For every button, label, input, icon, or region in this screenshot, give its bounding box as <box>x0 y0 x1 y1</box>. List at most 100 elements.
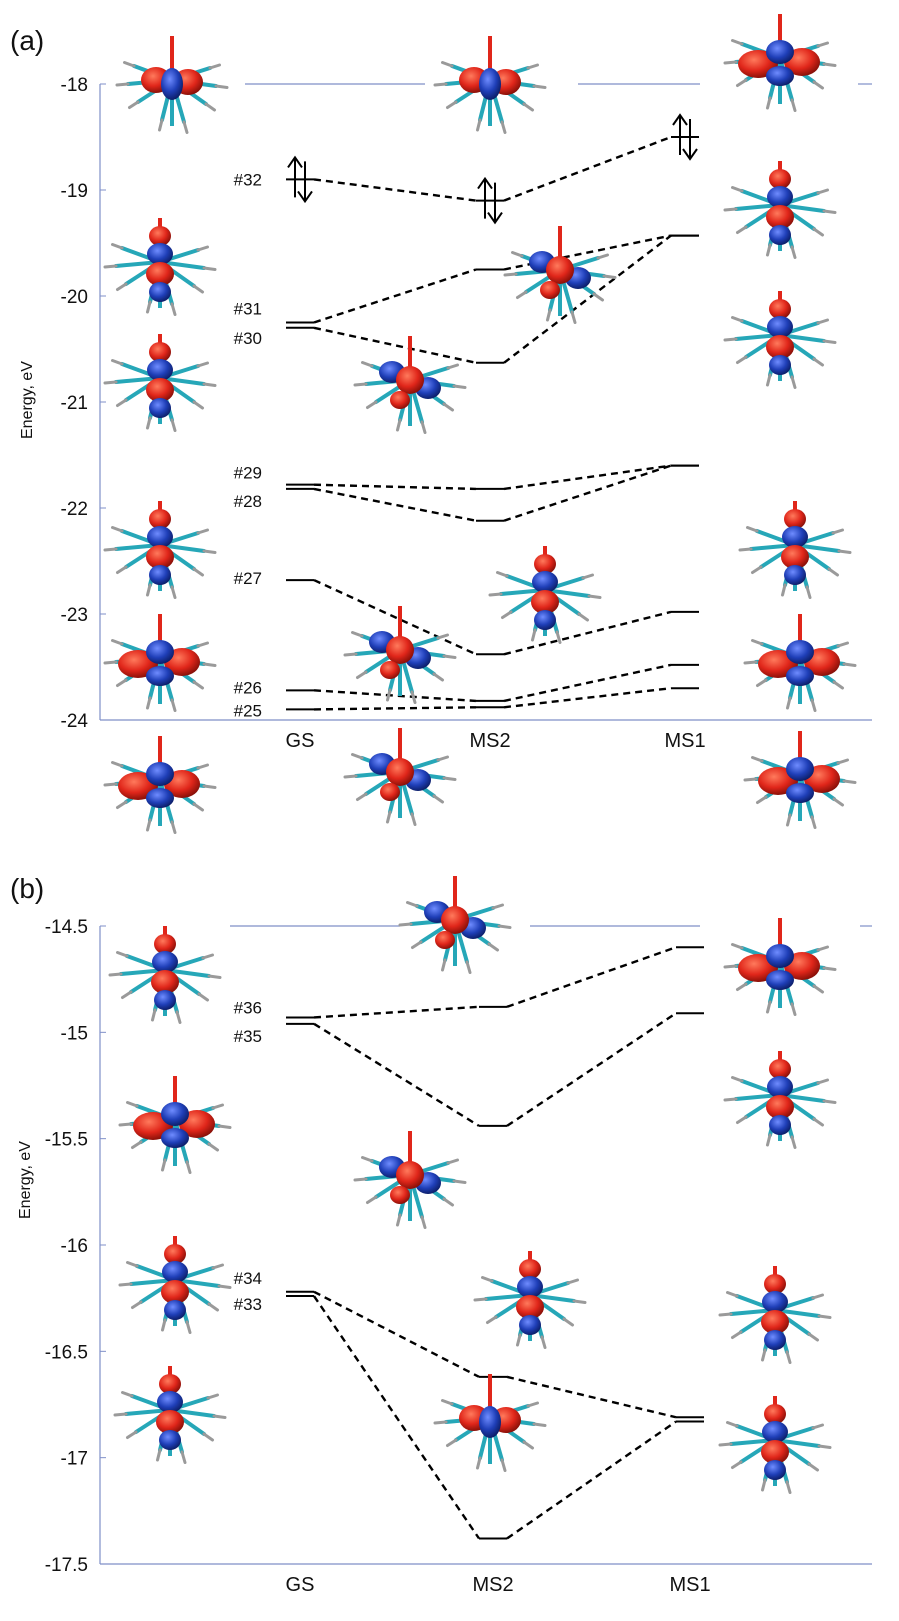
y-tick-label: -18 <box>61 75 88 96</box>
level-connector <box>503 610 672 656</box>
orbital-number-label: #25 <box>234 701 262 720</box>
level-connector <box>506 1012 677 1127</box>
level-connector <box>313 483 477 491</box>
molecular-orbital-isosurface-icon <box>343 728 457 826</box>
molecular-orbital-isosurface-icon <box>103 736 217 834</box>
x-category-label: MS1 <box>669 1574 710 1596</box>
level-connector <box>506 946 677 1008</box>
molecular-orbital-isosurface-icon <box>103 218 217 316</box>
y-tick-label: -16 <box>61 1236 88 1257</box>
level-connector <box>313 1290 480 1378</box>
orbital-number-label: #27 <box>234 569 262 588</box>
molecular-orbital-isosurface-icon <box>473 1251 587 1349</box>
molecular-orbital-isosurface-icon <box>398 876 512 974</box>
panel-a-letter: (a) <box>10 25 44 56</box>
spin-down-arrow-icon <box>487 182 503 225</box>
x-category-label: GS <box>286 1574 315 1596</box>
level-connector <box>506 1375 677 1419</box>
molecular-orbital-isosurface-icon <box>718 1396 832 1494</box>
x-category-label: MS1 <box>664 730 705 752</box>
level-connector <box>313 178 477 202</box>
level-connector <box>313 706 477 711</box>
molecular-orbital-isosurface-icon <box>113 1366 227 1464</box>
molecular-orbital-isosurface-icon <box>353 336 467 434</box>
orbital-number-label: #36 <box>234 998 262 1017</box>
level-connector <box>506 1420 677 1540</box>
orbital-number-label: #31 <box>234 300 262 319</box>
molecular-orbital-isosurface-icon <box>738 501 852 599</box>
molecular-orbital-isosurface-icon <box>103 614 217 712</box>
molecular-orbital-isosurface-icon <box>118 1076 232 1174</box>
level-connector <box>313 689 477 703</box>
level-connector <box>503 464 672 491</box>
spin-up-arrow-icon <box>287 155 303 198</box>
y-tick-label: -22 <box>61 499 88 520</box>
molecular-orbital-isosurface-icon <box>108 926 222 1024</box>
molecular-orbital-isosurface-icon <box>115 36 229 134</box>
y-tick-label: -15.5 <box>45 1130 88 1151</box>
x-category-label: GS <box>286 730 315 752</box>
orbital-number-label: #29 <box>234 464 262 483</box>
y-tick-label: -17 <box>61 1449 88 1470</box>
level-connector <box>503 464 672 522</box>
molecular-orbital-isosurface-icon <box>723 291 837 389</box>
orbital-number-label: #34 <box>234 1269 262 1288</box>
spin-down-arrow-icon <box>682 119 698 161</box>
y-tick-label: -19 <box>61 181 88 202</box>
spin-down-arrow-icon <box>297 161 313 204</box>
level-connector <box>313 268 477 324</box>
molecular-orbital-isosurface-icon <box>723 918 837 1016</box>
orbital-number-label: #30 <box>234 329 262 348</box>
molecular-orbital-isosurface-icon <box>103 334 217 432</box>
molecular-orbital-isosurface-icon <box>343 606 457 704</box>
spin-up-arrow-icon <box>477 176 493 219</box>
y-tick-label: -24 <box>61 711 89 732</box>
level-connector <box>313 578 477 656</box>
level-connector <box>313 487 477 522</box>
molecular-orbital-isosurface-icon <box>433 1374 547 1472</box>
molecular-orbital-isosurface-icon <box>503 226 617 324</box>
x-category-label: MS2 <box>469 730 510 752</box>
panel-a: (a) Energy, eV -18 -19 -20 -21 -22 -23 -24 GS M… <box>10 25 872 752</box>
molecular-orbital-isosurface-icon <box>743 731 857 829</box>
y-tick-label: -16.5 <box>45 1342 88 1363</box>
molecular-orbital-isosurface-icon <box>723 1051 837 1149</box>
panel-a-ylabel: Energy, eV <box>19 361 36 439</box>
orbital-number-label: #32 <box>234 170 262 189</box>
y-tick-label: -20 <box>61 287 88 308</box>
level-connector <box>503 234 672 364</box>
level-connector <box>503 135 672 202</box>
y-tick-label: -15 <box>61 1023 88 1044</box>
molecular-orbital-isosurface-icon <box>743 614 857 712</box>
panel-b-letter: (b) <box>10 873 44 904</box>
x-category-label: MS2 <box>472 1574 513 1596</box>
level-connector <box>313 1295 480 1540</box>
y-tick-label: -14.5 <box>45 917 88 938</box>
level-connector <box>503 663 672 703</box>
molecular-orbital-isosurface-icon <box>718 1266 832 1364</box>
molecular-orbital-isosurface-icon <box>118 1236 232 1334</box>
level-connector <box>313 326 477 364</box>
level-connector <box>313 1022 480 1127</box>
molecular-orbital-isosurface-icon <box>723 14 837 112</box>
molecular-orbital-isosurface-icon <box>353 1131 467 1229</box>
level-connector <box>503 234 672 271</box>
orbital-number-label: #28 <box>234 492 262 511</box>
level-connector <box>313 1005 480 1019</box>
panel-b-ylabel: Energy, eV <box>17 1141 34 1219</box>
orbital-number-label: #35 <box>234 1027 262 1046</box>
panel-b: (b) Energy, eV -14.5 -15 -15.5 -16 -16.5 -17 -… <box>10 873 872 1596</box>
orbital-isosurface-pictures <box>103 14 857 1494</box>
molecular-orbital-isosurface-icon <box>433 36 547 134</box>
molecular-orbital-isosurface-icon <box>103 501 217 599</box>
orbital-number-label: #26 <box>234 678 262 697</box>
orbital-number-label: #33 <box>234 1295 262 1314</box>
spin-up-arrow-icon <box>672 113 688 155</box>
molecular-orbital-isosurface-icon <box>723 161 837 259</box>
y-tick-label: -17.5 <box>45 1555 88 1576</box>
y-tick-label: -23 <box>61 605 88 626</box>
molecular-orbital-isosurface-icon <box>488 546 602 644</box>
level-connector <box>503 687 672 709</box>
y-tick-label: -21 <box>61 393 88 414</box>
